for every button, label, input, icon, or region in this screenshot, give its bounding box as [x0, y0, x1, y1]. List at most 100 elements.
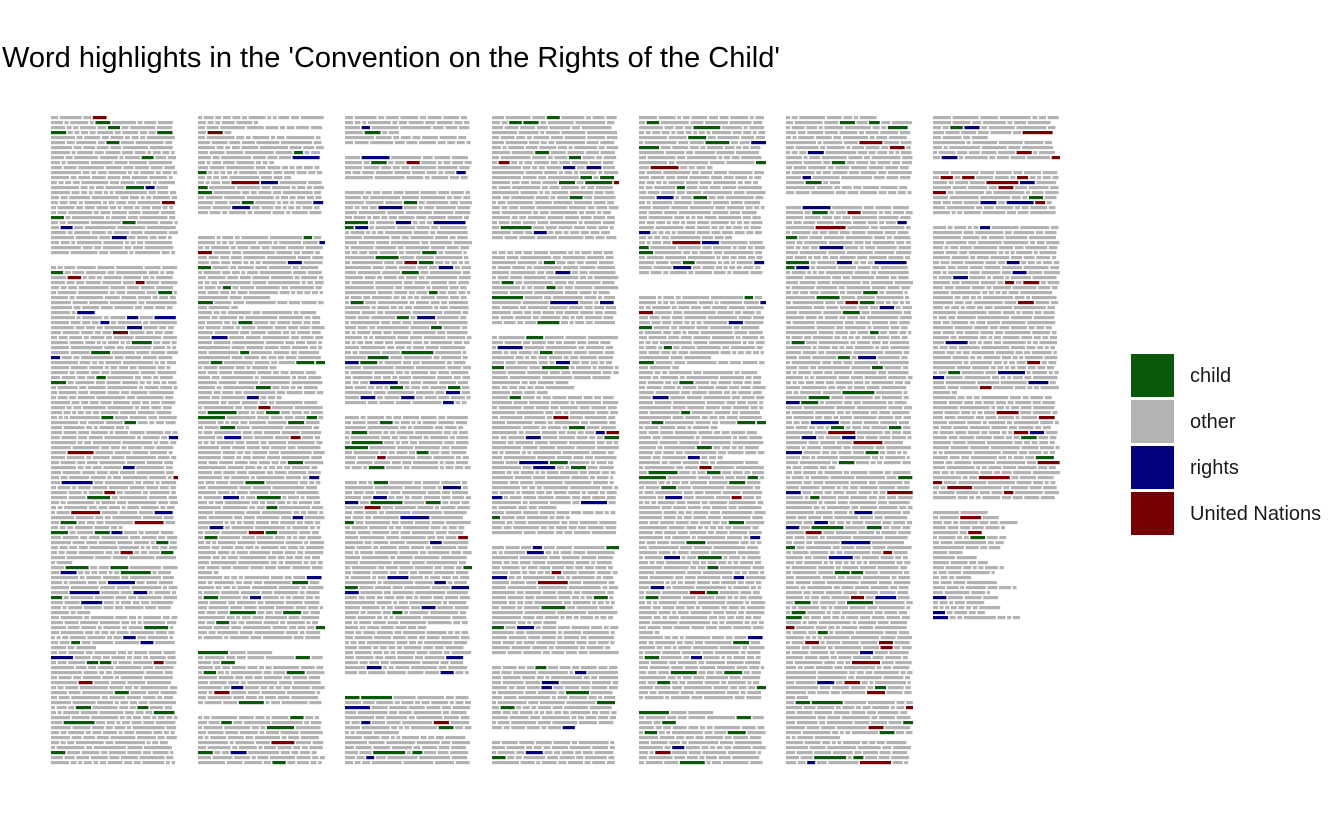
word-mark: [600, 151, 615, 155]
word-mark: [698, 386, 714, 390]
word-mark: [198, 726, 202, 730]
word-mark: [534, 291, 564, 295]
word-mark: [739, 416, 762, 420]
word-mark: [519, 741, 535, 745]
word-mark: [51, 376, 60, 380]
word-mark: [261, 246, 270, 250]
word-mark: [704, 526, 709, 530]
word-mark: [95, 186, 104, 190]
word-mark: [698, 601, 725, 605]
word-mark: [560, 406, 578, 410]
word-mark: [288, 326, 299, 330]
word-mark: [651, 321, 661, 325]
word-mark: [544, 751, 553, 755]
word-mark: [715, 531, 728, 535]
word-mark: [312, 321, 320, 325]
word-mark: [245, 736, 254, 740]
word-mark: [552, 721, 578, 725]
word-mark: [568, 761, 583, 765]
word-mark: [437, 331, 446, 335]
word-mark: [447, 366, 462, 370]
word-mark: [434, 156, 451, 160]
word-mark: [720, 241, 748, 245]
word-mark: [677, 516, 683, 520]
word-mark: [287, 446, 296, 450]
word-mark: [441, 496, 451, 500]
word-mark: [730, 201, 743, 205]
word-mark: [492, 441, 506, 445]
word-mark: [309, 481, 315, 485]
word-mark: [243, 261, 249, 265]
word-mark: [99, 461, 126, 465]
word-mark: [524, 601, 533, 605]
word-mark: [404, 261, 418, 265]
word-mark: [416, 651, 428, 655]
word-mark: [137, 616, 142, 620]
word-mark: [722, 346, 730, 350]
word-mark: [561, 371, 571, 375]
word-mark: [306, 416, 317, 420]
word-mark: [455, 441, 469, 445]
word-mark: [501, 306, 519, 310]
word-mark: [245, 316, 278, 320]
word-mark: [227, 311, 251, 315]
word-mark: [51, 486, 56, 490]
word-mark: [462, 551, 472, 555]
word-mark: [145, 606, 157, 610]
word-mark: [418, 206, 423, 210]
word-mark: [363, 166, 380, 170]
word-mark: [394, 341, 412, 345]
word-mark: [639, 571, 654, 575]
word-mark: [527, 371, 549, 375]
word-mark: [411, 166, 436, 170]
word-mark: [549, 556, 561, 560]
word-mark: [745, 611, 765, 615]
word-mark: [198, 716, 202, 720]
word-mark: [238, 621, 245, 625]
word-mark: [569, 321, 574, 325]
word-mark: [167, 656, 176, 660]
word-mark: [239, 171, 258, 175]
word-mark: [545, 346, 577, 350]
word-mark: [599, 521, 617, 525]
word-mark: [383, 431, 389, 435]
word-mark: [497, 346, 523, 350]
word-mark: [576, 166, 585, 170]
word-mark: [99, 621, 120, 625]
word-mark: [720, 301, 743, 305]
word-mark: [51, 541, 71, 545]
word-mark: [102, 576, 120, 580]
word-mark: [91, 231, 106, 235]
word-mark: [492, 616, 521, 620]
word-mark: [313, 141, 322, 145]
word-mark: [309, 701, 322, 705]
word-mark: [231, 626, 242, 630]
word-mark: [248, 116, 266, 120]
word-mark: [254, 631, 285, 635]
word-mark: [733, 436, 737, 440]
word-mark: [120, 551, 133, 555]
word-mark: [315, 196, 322, 200]
word-mark: [304, 601, 320, 605]
word-mark: [732, 381, 743, 385]
word-mark: [359, 251, 368, 255]
word-mark: [684, 581, 696, 585]
word-mark: [154, 591, 171, 595]
word-mark: [580, 596, 585, 600]
word-mark: [51, 516, 74, 520]
word-mark: [90, 566, 98, 570]
word-mark: [164, 461, 174, 465]
word-mark: [753, 316, 765, 320]
word-mark: [125, 136, 130, 140]
word-mark: [648, 431, 659, 435]
word-mark: [198, 456, 221, 460]
word-mark: [673, 266, 692, 270]
word-mark: [441, 741, 451, 745]
word-mark: [639, 196, 655, 200]
word-mark: [505, 361, 516, 365]
word-mark: [366, 231, 371, 235]
word-mark: [554, 711, 562, 715]
word-mark: [669, 301, 675, 305]
word-mark: [655, 491, 683, 495]
word-mark: [589, 271, 616, 275]
